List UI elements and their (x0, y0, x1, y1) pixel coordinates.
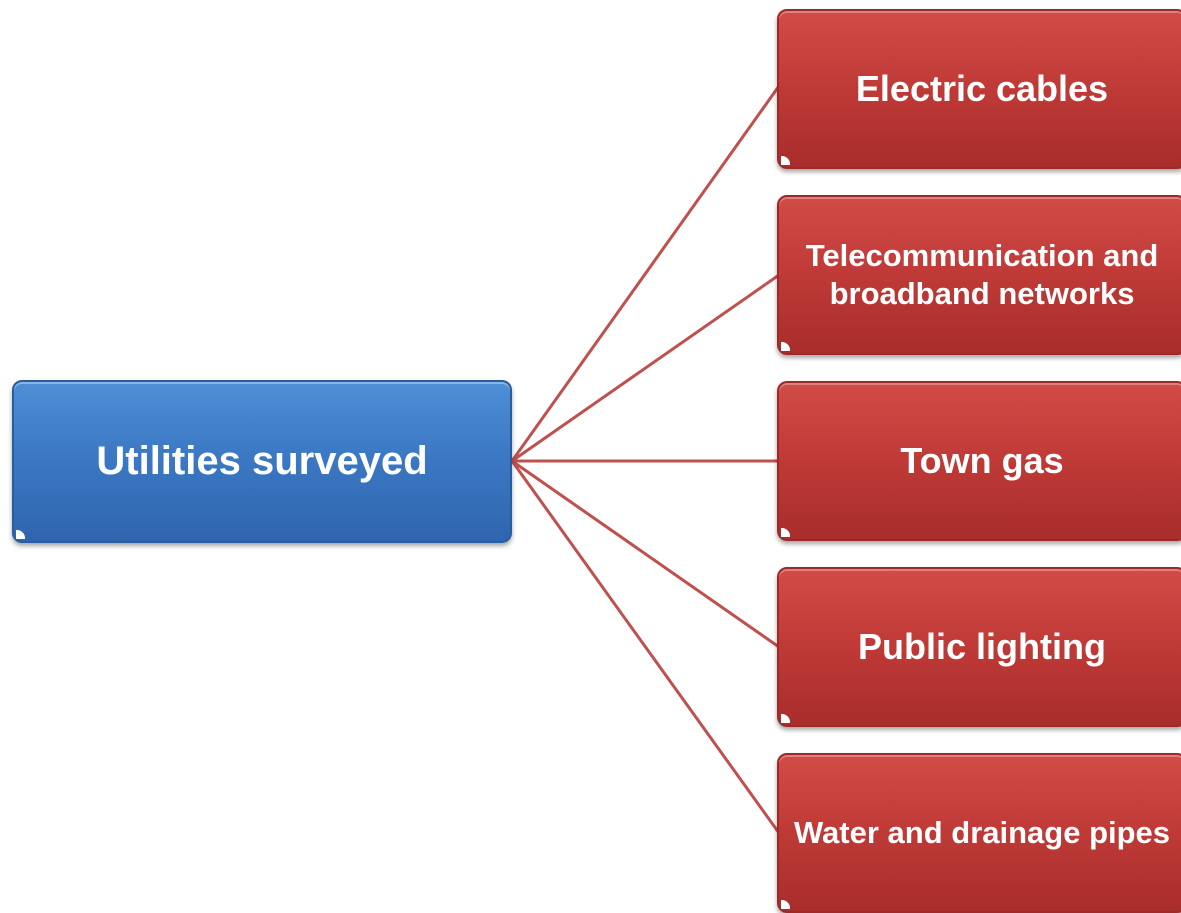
root-node: Utilities surveyed (12, 380, 512, 543)
child-node-telecommunication: Telecommunication and broadband networks (777, 195, 1181, 355)
child-node-label: Water and drainage pipes (793, 815, 1171, 851)
child-node-label: Public lighting (858, 626, 1106, 668)
corner-tab-decoration (781, 342, 790, 351)
corner-tab-decoration (781, 900, 790, 909)
connector-line-public-lighting (511, 459, 780, 649)
connector-line-water-drainage (510, 460, 781, 834)
child-node-water-drainage: Water and drainage pipes (777, 753, 1181, 913)
child-node-public-lighting: Public lighting (777, 567, 1181, 727)
child-node-label: Telecommunication and broadband networks (805, 238, 1159, 311)
child-node-label: Electric cables (855, 68, 1109, 110)
corner-tab-decoration (781, 714, 790, 723)
child-node-electric-cables: Electric cables (777, 9, 1181, 169)
connector-line-electric-cables (510, 85, 781, 462)
connector-line-telecommunication (511, 273, 780, 463)
child-node-label: Town gas (900, 440, 1064, 482)
root-node-label: Utilities surveyed (96, 439, 428, 484)
corner-tab-decoration (781, 156, 790, 165)
child-node-town-gas: Town gas (777, 381, 1181, 541)
corner-tab-decoration (16, 530, 25, 539)
corner-tab-decoration (781, 528, 790, 537)
